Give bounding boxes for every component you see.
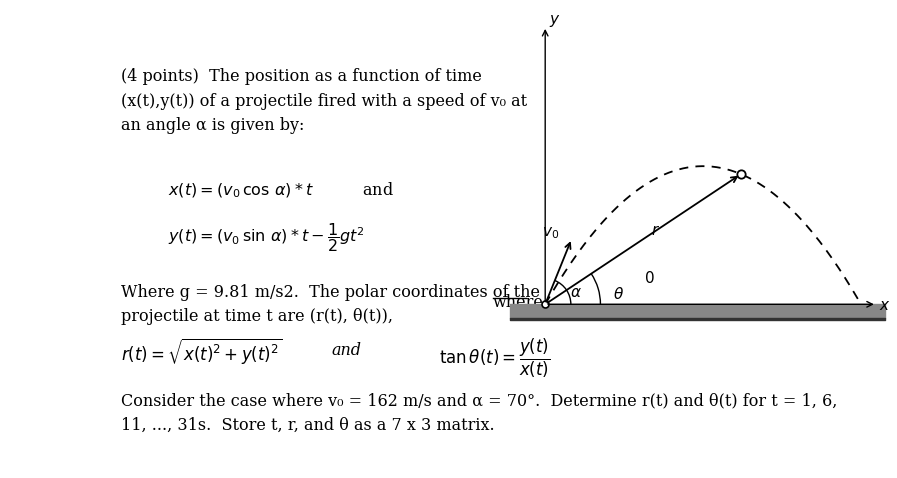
- Text: $y(t) = (v_0\,\sin\,\alpha) * t - \dfrac{1}{2}gt^2$: $y(t) = (v_0\,\sin\,\alpha) * t - \dfrac…: [168, 221, 365, 254]
- Text: $\tan\theta(t) = \dfrac{y(t)}{x(t)}$: $\tan\theta(t) = \dfrac{y(t)}{x(t)}$: [439, 337, 550, 380]
- Text: $0$: $0$: [644, 270, 655, 285]
- Text: where: where: [493, 293, 544, 311]
- Text: Where g = 9.81 m/s2.  The polar coordinates of the
projectile at time t are (r(t: Where g = 9.81 m/s2. The polar coordinat…: [121, 284, 540, 325]
- Text: and: and: [331, 341, 361, 358]
- Text: (4 points)  The position as a function of time
(x(t),y(t)) of a projectile fired: (4 points) The position as a function of…: [121, 68, 527, 134]
- Text: $\alpha$: $\alpha$: [570, 286, 581, 300]
- Text: $y$: $y$: [549, 13, 561, 29]
- Text: $r$: $r$: [651, 224, 660, 238]
- Text: $v_0$: $v_0$: [542, 226, 560, 241]
- Text: Consider the case where v₀ = 162 m/s and α = 70°.  Determine r(t) and θ(t) for t: Consider the case where v₀ = 162 m/s and…: [121, 392, 838, 434]
- Text: $x(t) = (v_0\,\cos\,\alpha) * t$          and: $x(t) = (v_0\,\cos\,\alpha) * t$ and: [168, 181, 394, 200]
- Text: $r(t) = \sqrt{x(t)^2 + y(t)^2}$: $r(t) = \sqrt{x(t)^2 + y(t)^2}$: [121, 337, 283, 368]
- Text: $x$: $x$: [879, 299, 890, 313]
- Text: $\theta$: $\theta$: [614, 286, 624, 302]
